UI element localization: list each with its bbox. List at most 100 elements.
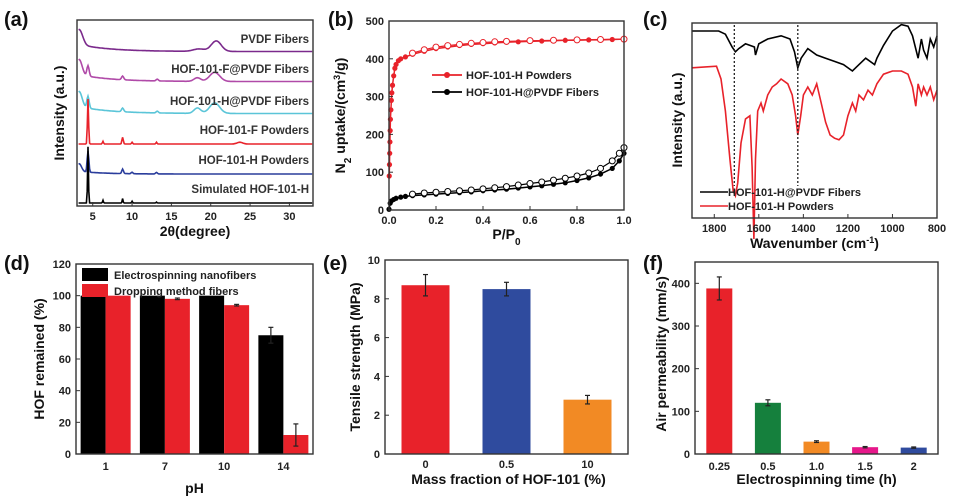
x-tick-label: 20 xyxy=(205,211,217,223)
bar xyxy=(401,285,450,454)
panel-label: (c) xyxy=(643,9,667,31)
bar xyxy=(139,295,165,454)
panel-label: (e) xyxy=(323,253,347,275)
y-tick-label: 20 xyxy=(59,417,71,429)
bar xyxy=(900,447,927,454)
desorption-point xyxy=(597,164,604,172)
y-tick-label: 400 xyxy=(672,278,690,290)
y-tick-label: 80 xyxy=(59,322,71,334)
desorption-point xyxy=(420,189,428,197)
desorption-point xyxy=(514,181,522,189)
x-tick-label: 10 xyxy=(581,459,593,471)
legend-label: HOF-101-H Powders xyxy=(466,70,572,82)
adsorption-line xyxy=(388,152,625,210)
x-tick-label: 1.5 xyxy=(857,461,872,473)
desorption-point xyxy=(550,176,557,184)
legend-swatch xyxy=(82,268,108,281)
xrd-curve xyxy=(78,58,313,83)
bar xyxy=(754,402,781,454)
bar xyxy=(199,295,225,454)
adsorption-point xyxy=(597,171,604,177)
bar xyxy=(852,447,879,454)
desorption-point xyxy=(444,187,452,195)
legend-label: HOF-101-H@PVDF Fibers xyxy=(466,87,599,99)
x-tick-label: 1.0 xyxy=(809,461,824,473)
y-tick-label: 8 xyxy=(374,294,380,306)
x-tick-label: 14 xyxy=(277,461,290,473)
adsorption-point xyxy=(391,73,397,79)
x-tick-label: 0.5 xyxy=(499,459,514,471)
desorption-point xyxy=(432,43,440,51)
desorption-point xyxy=(615,149,623,157)
series-label: HOF-101-F Powders xyxy=(200,125,309,137)
desorption-point xyxy=(597,36,604,44)
x-axis-label: P/P0 xyxy=(492,226,521,248)
x-tick-label: 0 xyxy=(422,459,428,471)
y-axis-label: Tensile strength (MPa) xyxy=(347,282,363,431)
xrd-curve xyxy=(78,146,313,204)
y-tick-label: 2 xyxy=(374,410,380,422)
y-axis-label: HOF remained (%) xyxy=(31,298,47,419)
y-tick-label: 200 xyxy=(672,364,690,376)
xrd-curve xyxy=(78,90,313,115)
y-tick-label: 200 xyxy=(366,129,384,141)
bar xyxy=(224,305,250,454)
x-tick-label: 7 xyxy=(162,461,168,473)
y-axis-label: Intensity (a.u.) xyxy=(669,73,685,168)
desorption-point xyxy=(409,49,416,57)
adsorption-point xyxy=(515,39,521,45)
adsorption-point xyxy=(389,82,396,88)
desorption-point xyxy=(561,174,569,182)
y-axis-label: Air permeability (mm/s) xyxy=(653,276,669,432)
y-tick-label: 0 xyxy=(65,449,71,461)
adsorption-point xyxy=(402,54,409,60)
x-tick-label: 1800 xyxy=(702,223,726,235)
bar xyxy=(164,298,190,454)
y-tick-label: 500 xyxy=(366,16,384,28)
series-label: PVDF Fibers xyxy=(241,34,309,46)
y-tick-label: 400 xyxy=(366,54,384,66)
adsorption-point xyxy=(398,194,404,200)
plot-frame xyxy=(691,22,938,219)
xrd-curve xyxy=(78,151,313,175)
adsorption-point xyxy=(387,139,393,145)
desorption-point xyxy=(608,157,616,165)
panel-a: (a) PVDF Fibers HOF-101-F@PVDF Fibers HOF-1… xyxy=(4,9,314,239)
ftir-curve xyxy=(692,23,938,73)
adsorption-point xyxy=(387,150,393,156)
desorption-point xyxy=(409,190,416,198)
x-tick-label: 1600 xyxy=(747,223,771,235)
adsorption-point xyxy=(393,61,399,68)
desorption-point xyxy=(467,186,475,194)
x-tick-label: 5 xyxy=(90,211,96,223)
x-tick-label: 0.25 xyxy=(709,461,730,473)
plot-frame xyxy=(76,19,314,207)
x-tick-label: 15 xyxy=(165,211,177,223)
plot-frame xyxy=(388,20,625,211)
x-axis-label: Electrospinning time (h) xyxy=(736,471,896,487)
legend-marker xyxy=(444,72,450,78)
adsorption-point xyxy=(402,193,409,199)
desorption-point xyxy=(432,188,440,196)
desorption-point xyxy=(479,39,487,47)
desorption-point xyxy=(491,184,499,192)
x-tick-label: 0.0 xyxy=(381,215,396,227)
adsorption-line xyxy=(388,38,625,177)
x-tick-label: 30 xyxy=(283,211,295,223)
legend-swatch xyxy=(82,284,108,297)
desorption-point xyxy=(585,169,593,177)
legend-label: Dropping method fibers xyxy=(114,286,239,298)
desorption-point xyxy=(444,42,452,50)
y-axis-label: Intensity (a.u.) xyxy=(51,66,67,161)
y-tick-label: 40 xyxy=(59,386,71,398)
y-tick-label: 100 xyxy=(366,167,384,179)
bar xyxy=(105,295,131,454)
y-tick-label: 0 xyxy=(684,449,690,461)
panel-label: (b) xyxy=(328,9,354,31)
panel-f: (f) 0.25 0.5 1.0 1.5 2 0 100 200 300 400 Electrospi… xyxy=(643,253,939,487)
x-tick-label: 800 xyxy=(928,223,946,235)
bar xyxy=(80,295,106,454)
desorption-point xyxy=(503,37,510,45)
y-tick-label: 10 xyxy=(368,255,380,267)
